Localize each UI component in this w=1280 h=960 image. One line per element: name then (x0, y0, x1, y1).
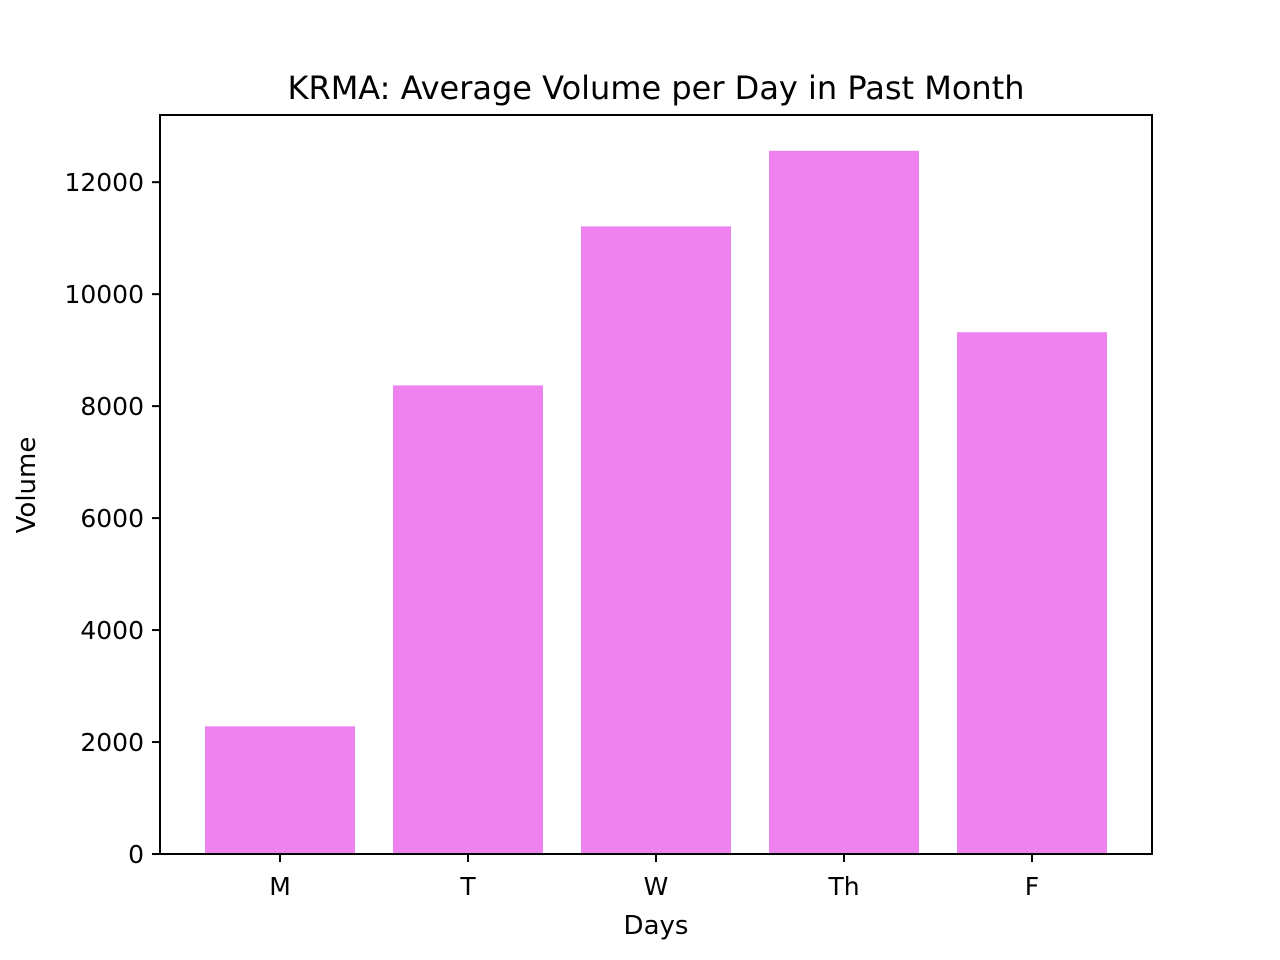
x-tick-label: F (1025, 872, 1039, 901)
y-axis: 0 2000 4000 6000 8000 10000 12000 (64, 168, 160, 869)
x-tick-label: T (459, 872, 476, 901)
bar-th (769, 150, 919, 854)
y-tick-label: 12000 (64, 168, 144, 197)
y-tick-label: 6000 (80, 504, 144, 533)
bar-t (393, 385, 543, 854)
x-tick-label: Th (827, 872, 859, 901)
y-tick-label: 8000 (80, 392, 144, 421)
x-axis-label: Days (624, 911, 689, 941)
y-tick-label: 0 (128, 840, 144, 869)
y-tick-label: 10000 (64, 280, 144, 309)
bar-w (581, 226, 731, 854)
y-axis-label: Volume (12, 437, 42, 534)
y-tick-label: 2000 (80, 728, 144, 757)
plot-frame (159, 114, 1153, 855)
x-tick-label: M (269, 872, 291, 901)
bars-group (205, 150, 1107, 855)
x-tick-label: W (644, 872, 669, 901)
chart-title: KRMA: Average Volume per Day in Past Mon… (287, 69, 1024, 107)
x-axis: M T W Th F (269, 854, 1039, 901)
bar-f (957, 332, 1107, 855)
y-tick-label: 4000 (80, 616, 144, 645)
bar-m (205, 726, 355, 854)
